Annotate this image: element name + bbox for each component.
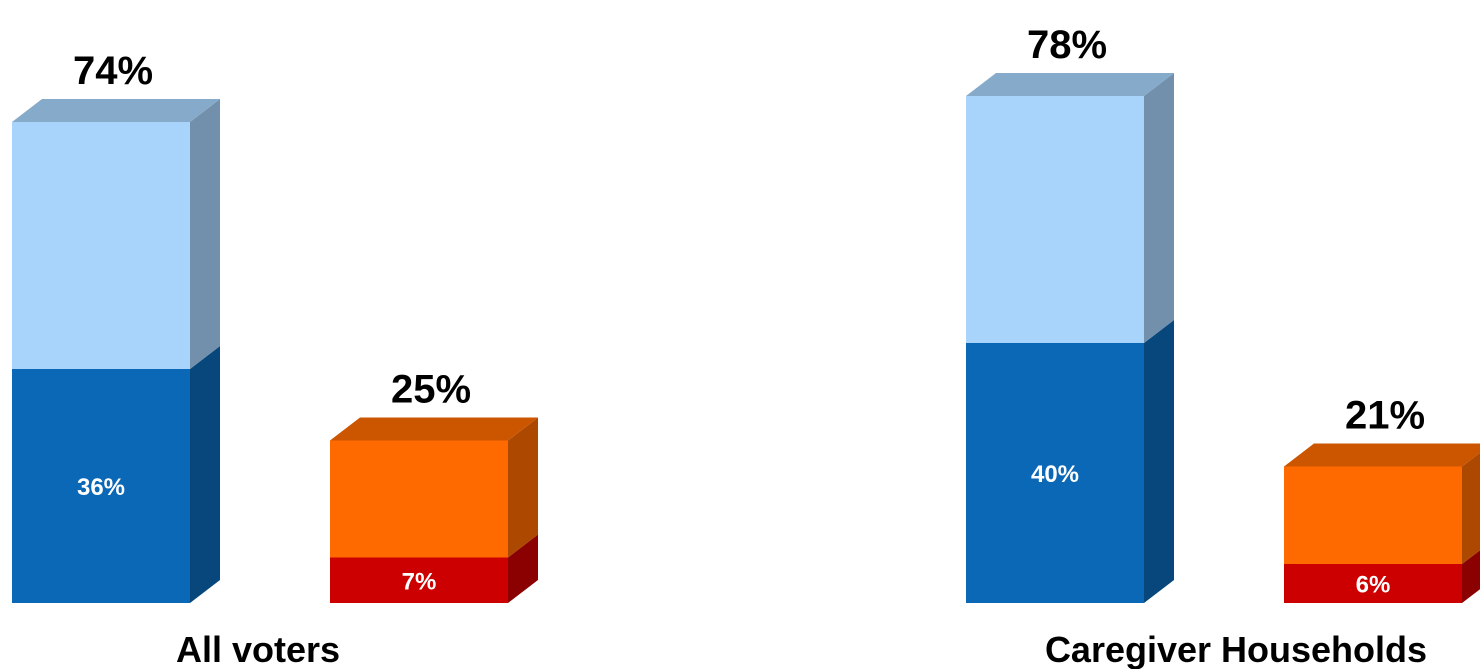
group-label-caregiver-households: Caregiver Households bbox=[1045, 629, 1427, 669]
bar-0-0-seg-1-top bbox=[12, 99, 220, 122]
bar-1-1-seg-1-front bbox=[1284, 466, 1462, 564]
bar-0-0-seg-0-label: 36% bbox=[77, 474, 125, 501]
bar-0-1-seg-1-front bbox=[330, 440, 508, 558]
bar-0-0-total-label: 74% bbox=[73, 49, 153, 93]
bar-0-1-total-label: 25% bbox=[391, 368, 471, 412]
bar-1-1-seg-0-label: 6% bbox=[1356, 572, 1391, 599]
bar-1-1-seg-1-side bbox=[1462, 452, 1480, 564]
bar-1-0-total-label: 78% bbox=[1027, 23, 1107, 67]
bar-0-1-seg-1-side bbox=[508, 417, 538, 558]
bar-1-0-seg-0-label: 40% bbox=[1031, 461, 1079, 488]
bar-0-1-seg-1-top bbox=[330, 417, 538, 441]
bar-0-1-seg-0-front bbox=[330, 557, 508, 603]
bars-layer: 36% 74% 7% 25% 40% 78% 6% 21% bbox=[12, 23, 1480, 603]
group-label-all-voters: All voters bbox=[176, 629, 340, 669]
bar-1-0-seg-1-front bbox=[966, 96, 1144, 343]
bar-0-0-seg-1-side bbox=[190, 99, 220, 369]
bar-0-1-seg-0-side bbox=[508, 534, 538, 603]
bar-1-1-seg-0-side bbox=[1462, 550, 1480, 603]
bar-1-0-seg-0-side bbox=[1144, 320, 1174, 603]
bar-1-0-seg-1-top bbox=[966, 73, 1174, 96]
bar-0-0-seg-0-front bbox=[12, 369, 190, 603]
bar-1-1-seg-1-top bbox=[1284, 443, 1480, 467]
bar-0-0-seg-0-side bbox=[190, 346, 220, 603]
bar-0-0-seg-1-front bbox=[12, 122, 190, 369]
bar-1-0-seg-0-front bbox=[966, 343, 1144, 603]
bar-1-1-seg-0-front bbox=[1284, 564, 1462, 603]
bar-1-0-seg-1-side bbox=[1144, 73, 1174, 343]
bar-1-1-total-label: 21% bbox=[1345, 394, 1425, 438]
bar-0-1-seg-0-label: 7% bbox=[402, 568, 437, 595]
